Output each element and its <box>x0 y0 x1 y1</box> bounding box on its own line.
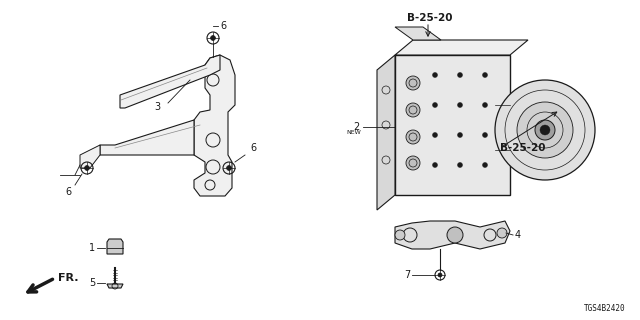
Circle shape <box>433 163 438 167</box>
Circle shape <box>458 73 463 77</box>
Text: B-25-20: B-25-20 <box>407 13 452 23</box>
Circle shape <box>406 130 420 144</box>
Circle shape <box>517 102 573 158</box>
Polygon shape <box>107 239 123 254</box>
Text: 7: 7 <box>404 270 410 280</box>
Polygon shape <box>100 120 194 155</box>
Circle shape <box>458 163 463 167</box>
Text: 6: 6 <box>220 21 226 31</box>
Circle shape <box>458 132 463 138</box>
Text: 2: 2 <box>354 122 360 132</box>
Polygon shape <box>107 284 123 288</box>
Text: TGS4B2420: TGS4B2420 <box>584 304 625 313</box>
Polygon shape <box>80 145 100 168</box>
Wedge shape <box>508 130 545 149</box>
Circle shape <box>433 73 438 77</box>
Wedge shape <box>536 130 545 168</box>
Circle shape <box>495 80 595 180</box>
Text: 5: 5 <box>89 278 95 288</box>
Circle shape <box>447 227 463 243</box>
Circle shape <box>483 73 488 77</box>
Wedge shape <box>545 111 582 130</box>
Circle shape <box>84 166 90 170</box>
Wedge shape <box>545 130 564 166</box>
Wedge shape <box>518 130 545 163</box>
Text: B-25-20: B-25-20 <box>500 143 545 153</box>
Polygon shape <box>395 40 528 55</box>
Circle shape <box>227 166 232 170</box>
Circle shape <box>438 273 442 277</box>
Circle shape <box>433 132 438 138</box>
Wedge shape <box>512 104 545 130</box>
Polygon shape <box>377 55 395 210</box>
Circle shape <box>433 102 438 108</box>
Circle shape <box>483 102 488 108</box>
Wedge shape <box>545 92 554 130</box>
Wedge shape <box>545 130 583 139</box>
Bar <box>395 55 510 195</box>
Text: 6: 6 <box>250 143 256 153</box>
Circle shape <box>406 103 420 117</box>
Wedge shape <box>507 121 545 130</box>
Circle shape <box>497 228 507 238</box>
Polygon shape <box>395 27 441 40</box>
Circle shape <box>540 125 550 135</box>
Polygon shape <box>120 55 220 108</box>
Circle shape <box>211 36 216 40</box>
Text: 1: 1 <box>89 243 95 253</box>
Polygon shape <box>194 55 235 196</box>
Wedge shape <box>545 130 578 156</box>
Text: NEW: NEW <box>346 130 361 134</box>
Wedge shape <box>526 93 545 130</box>
Polygon shape <box>395 221 510 249</box>
Circle shape <box>406 76 420 90</box>
Text: 6: 6 <box>65 187 71 197</box>
Circle shape <box>483 132 488 138</box>
Wedge shape <box>545 97 572 130</box>
Circle shape <box>406 156 420 170</box>
Circle shape <box>535 120 555 140</box>
Text: FR.: FR. <box>58 273 79 283</box>
Circle shape <box>458 102 463 108</box>
Text: 4: 4 <box>515 230 521 240</box>
Text: 3: 3 <box>154 102 160 112</box>
Circle shape <box>395 230 405 240</box>
Circle shape <box>483 163 488 167</box>
